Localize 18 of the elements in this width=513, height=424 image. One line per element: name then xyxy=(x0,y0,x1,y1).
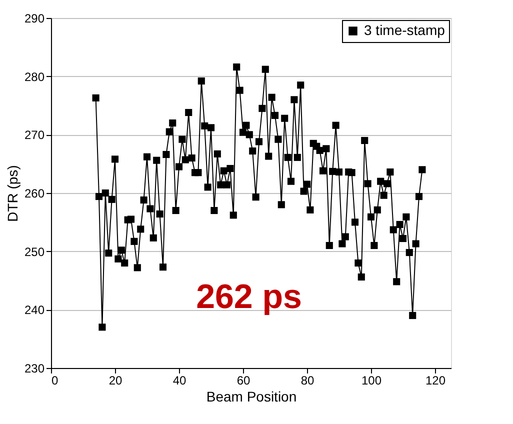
x-tick-label: 40 xyxy=(172,374,186,388)
y-tick-label: 250 xyxy=(24,244,45,259)
y-tick-label: 270 xyxy=(24,128,45,142)
x-tick-label: 120 xyxy=(425,374,446,388)
x-tick-label: 60 xyxy=(236,374,250,388)
annotation: 262 ps xyxy=(196,278,302,316)
x-axis-title: Beam Position xyxy=(206,388,297,404)
y-tick-label: 240 xyxy=(24,303,45,318)
y-axis-title: DTR (ps) xyxy=(4,165,20,222)
x-tick-label: 100 xyxy=(361,374,382,388)
y-tick-label: 280 xyxy=(24,70,45,84)
legend-label: 3 time-stamp xyxy=(364,22,446,38)
y-tick-label: 260 xyxy=(24,186,45,200)
x-tick-label: 0 xyxy=(52,374,58,388)
y-tick-label: 290 xyxy=(24,12,45,26)
y-tick-label: 230 xyxy=(24,362,45,376)
x-tick-label: 20 xyxy=(108,374,122,388)
x-tick-label: 80 xyxy=(300,374,314,388)
